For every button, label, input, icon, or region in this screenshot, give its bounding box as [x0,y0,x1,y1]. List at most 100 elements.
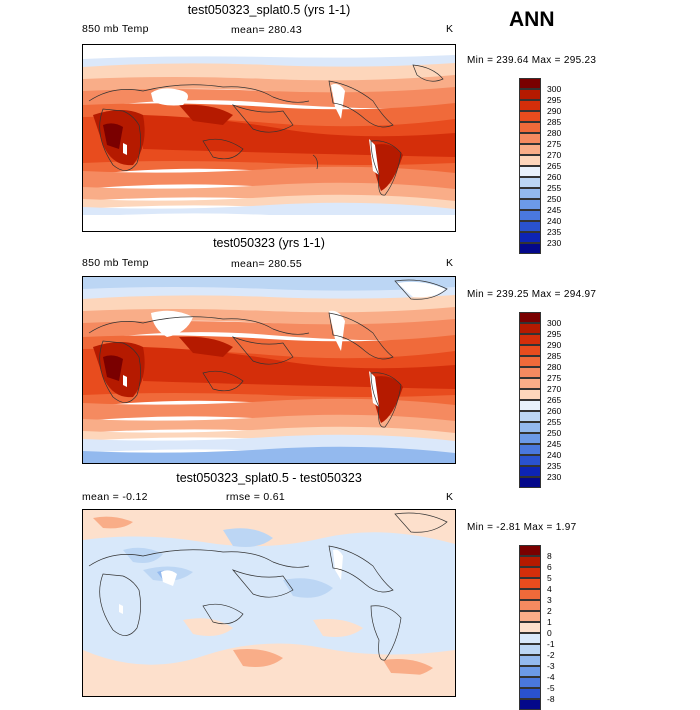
panel-title: test050323_splat0.5 - test050323 [176,471,362,485]
mean-label: mean = -0.12 [82,491,148,503]
colorbar-tick-label: 240 [547,449,562,460]
colorbar-swatch [519,111,541,122]
colorbar-swatch [519,466,541,477]
colorbar-tick-label: 270 [547,149,562,160]
colorbar-swatch [519,666,541,677]
colorbar-swatch [519,677,541,688]
units-label: K [446,23,454,35]
colorbar-tick-label: 295 [547,328,562,339]
colorbar-swatch [519,578,541,589]
colorbar-tick-label: 300 [547,83,562,94]
colorbar-swatch [519,243,541,254]
colorbar: 300 295 290 285 280 275 270 265 260 255 250 245 240 2… [519,78,561,254]
colorbar-tick-label: 240 [547,215,562,226]
minmax-label: Min = 239.64 Max = 295.23 [467,55,597,66]
colorbar-tick-label: 6 [547,561,552,572]
colorbar-swatch [519,422,541,433]
colorbar: 8 6 5 4 3 2 1 0 -1 -2 -3 -4 -5 -8 [519,545,555,710]
colorbar-tick-label: 235 [547,226,562,237]
colorbar-swatch [519,400,541,411]
colorbar-swatch [519,477,541,488]
colorbar-swatch [519,199,541,210]
colorbar-swatch [519,356,541,367]
colorbar-swatch [519,545,541,556]
colorbar-swatch [519,188,541,199]
colorbar-swatch [519,600,541,611]
colorbar-tick-label: 3 [547,594,552,605]
colorbar-tick-label: 260 [547,171,562,182]
colorbar-tick-label: 8 [547,550,552,561]
colorbar-swatch [519,455,541,466]
temperature-field-map [83,277,455,463]
colorbar-swatch [519,78,541,89]
colorbar-tick-label: 270 [547,383,562,394]
colorbar-tick-label: 290 [547,105,562,116]
colorbar-swatch [519,166,541,177]
colorbar-tick-label: 260 [547,405,562,416]
variable-label: 850 mb Temp [82,257,149,269]
colorbar-tick-label: 230 [547,471,562,482]
colorbar-swatch [519,232,541,243]
colorbar-swatch [519,345,541,356]
colorbar-swatch [519,444,541,455]
colorbar-swatch [519,323,541,334]
variable-label: 850 mb Temp [82,23,149,35]
colorbar-tick-label: -8 [547,693,555,704]
colorbar-tick-label: 255 [547,416,562,427]
colorbar-tick-label: 0 [547,627,552,638]
minmax-label: Min = -2.81 Max = 1.97 [467,522,577,533]
colorbar-tick-label: 255 [547,182,562,193]
colorbar-swatch [519,100,541,111]
colorbar-tick-label: 285 [547,116,562,127]
colorbar-swatch [519,155,541,166]
colorbar-swatch [519,644,541,655]
colorbar-swatch [519,655,541,666]
units-label: K [446,257,454,269]
colorbar-tick-label: -2 [547,649,555,660]
colorbar-tick-label: 1 [547,616,552,627]
colorbar-tick-label: 295 [547,94,562,105]
colorbar-swatch [519,688,541,699]
colorbar-swatch [519,378,541,389]
colorbar-swatch [519,334,541,345]
colorbar-tick-label: 245 [547,438,562,449]
colorbar-swatch [519,133,541,144]
colorbar-tick-label: 250 [547,193,562,204]
colorbar-swatch [519,556,541,567]
colorbar-tick-label: -5 [547,682,555,693]
panel-title: test050323_splat0.5 (yrs 1-1) [187,3,351,17]
colorbar-swatch [519,367,541,378]
colorbar: 300 295 290 285 280 275 270 265 260 255 250 245 240 2… [519,312,561,488]
rmse-label: rmse = 0.61 [226,491,286,503]
colorbar-swatch [519,122,541,133]
season-label: ANN [509,8,555,31]
colorbar-tick-label: 5 [547,572,552,583]
colorbar-swatch [519,177,541,188]
colorbar-swatch [519,622,541,633]
colorbar-tick-label: 4 [547,583,552,594]
colorbar-swatch [519,633,541,644]
mean-label: mean= 280.43 [231,24,303,36]
colorbar-tick-label: 285 [547,350,562,361]
colorbar-tick-label: 250 [547,427,562,438]
map-panel-1 [82,44,456,232]
colorbar-tick-label: -4 [547,671,555,682]
minmax-label: Min = 239.25 Max = 294.97 [467,289,597,300]
colorbar-tick-label: 2 [547,605,552,616]
colorbar-tick-label: 275 [547,138,562,149]
colorbar-swatch [519,144,541,155]
colorbar-tick-label: 230 [547,237,562,248]
colorbar-swatch [519,221,541,232]
difference-field-map [83,510,455,696]
colorbar-swatch [519,589,541,600]
colorbar-swatch [519,210,541,221]
colorbar-tick-label: -1 [547,638,555,649]
colorbar-swatch [519,699,541,710]
colorbar-swatch [519,389,541,400]
colorbar-tick-label: 275 [547,372,562,383]
map-panel-3 [82,509,456,697]
colorbar-swatch [519,411,541,422]
mean-label: mean= 280.55 [231,258,303,270]
colorbar-tick-label: -3 [547,660,555,671]
colorbar-tick-label: 280 [547,127,562,138]
